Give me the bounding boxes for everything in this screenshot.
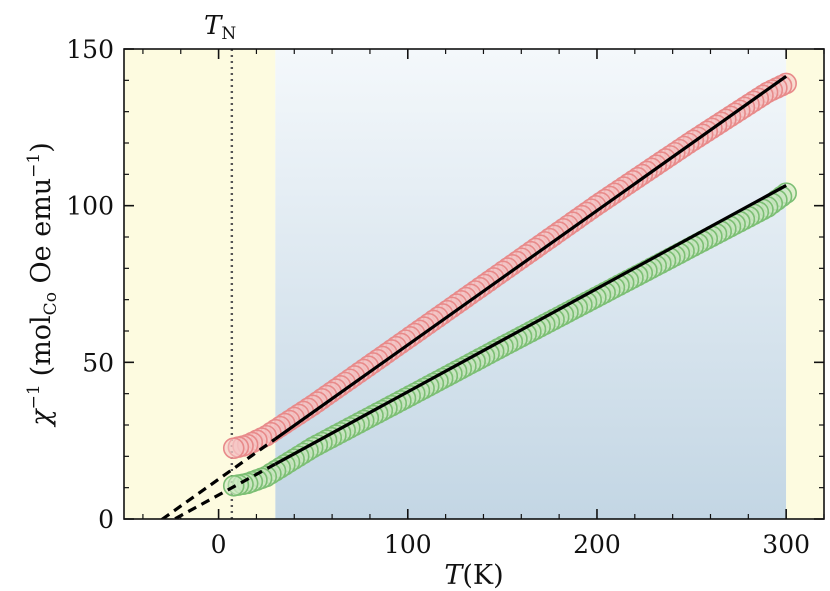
series-0-point — [222, 437, 245, 459]
axis-ticks — [124, 48, 825, 520]
x-axis-title: T(K) — [444, 560, 503, 591]
x-tick-label-100: 100 — [384, 530, 432, 559]
y-axis-exponent: −1 — [24, 384, 44, 409]
y-tick-label-50: 50 — [82, 348, 114, 377]
x-tick-label-300: 300 — [762, 530, 810, 559]
y-axis-title: χ−1(molCo Oe emu−1) — [24, 142, 61, 428]
x-axis-symbol: T — [444, 560, 464, 591]
y-axis-open: (mol — [26, 315, 57, 376]
x-axis-unit: (K) — [462, 560, 503, 591]
y-axis-units: Oe emu — [26, 178, 57, 292]
series-1-fit-line — [274, 184, 787, 466]
tn-label: T — [204, 11, 223, 41]
y-axis-close: ) — [26, 142, 57, 153]
shaded-region-2 — [786, 49, 824, 519]
y-tick-label-0: 0 — [98, 505, 114, 534]
series-0-fit-line — [274, 75, 788, 441]
y-axis-chi: χ — [26, 408, 57, 428]
series-1-extrapolation — [174, 462, 277, 519]
fit-lines — [160, 75, 788, 519]
series-0-extrapolation — [160, 437, 277, 519]
y-tick-label-100: 100 — [66, 192, 114, 221]
x-tick-label-0: 0 — [211, 530, 227, 559]
x-tick-label-200: 200 — [573, 530, 621, 559]
y-axis-subscript: Co — [41, 292, 61, 315]
plot-frame — [123, 48, 825, 520]
y-axis-exponent-2: −1 — [24, 153, 44, 178]
y-tick-label-150: 150 — [66, 35, 114, 64]
tn-subscript: N — [221, 24, 236, 44]
tn-annotation: TN — [204, 11, 236, 44]
series-1-markers — [222, 182, 797, 497]
